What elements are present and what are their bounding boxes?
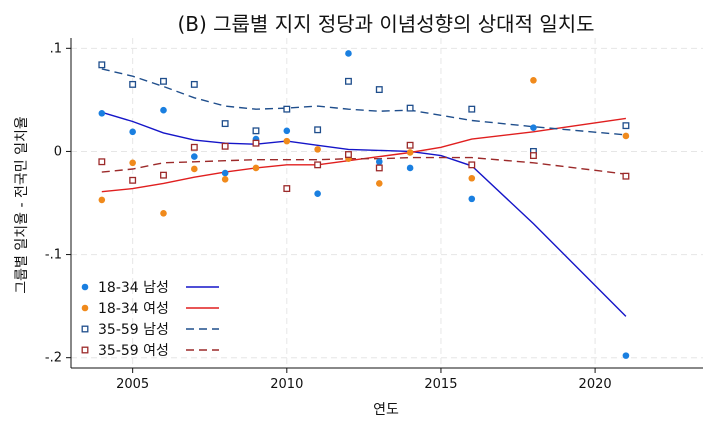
- data-point-series-1: [314, 146, 321, 153]
- data-point-series-0: [406, 164, 414, 172]
- x-tick-label: 2020: [579, 377, 612, 392]
- data-point-series-1: [160, 210, 167, 217]
- data-point-series-1: [468, 174, 476, 182]
- y-tick-label: -.1: [45, 248, 62, 263]
- data-point-series-3: [345, 151, 352, 158]
- data-point-series-1: [530, 76, 537, 84]
- x-tick-label: 2015: [424, 377, 457, 392]
- data-point-series-2: [468, 105, 476, 113]
- data-point-series-3: [406, 141, 414, 149]
- data-point-series-1: [221, 175, 229, 183]
- data-point-series-2: [252, 127, 260, 135]
- data-point-series-0: [622, 352, 630, 359]
- data-point-series-0: [314, 190, 321, 198]
- data-point-series-2: [221, 120, 229, 128]
- y-tick-label: 0: [54, 144, 62, 159]
- x-tick-label: 2005: [116, 377, 149, 392]
- x-axis-title: 연도: [373, 402, 399, 418]
- data-point-series-2: [283, 105, 291, 113]
- data-point-series-0: [129, 128, 136, 136]
- data-point-series-2: [98, 61, 106, 69]
- data-point-series-0: [375, 158, 383, 166]
- legend-marker-3: [81, 346, 89, 354]
- data-points: [98, 50, 630, 359]
- data-point-series-3: [314, 161, 322, 169]
- data-point-series-2: [190, 80, 198, 88]
- data-point-series-3: [375, 164, 383, 172]
- data-point-series-0: [221, 169, 229, 177]
- data-point-series-3: [283, 185, 291, 193]
- data-point-series-3: [160, 171, 167, 179]
- data-point-series-2: [375, 86, 383, 94]
- data-point-series-2: [314, 126, 322, 134]
- data-point-series-0: [191, 153, 198, 160]
- data-point-series-3: [468, 161, 476, 169]
- data-point-series-0: [160, 106, 167, 114]
- data-point-series-3: [221, 142, 229, 150]
- data-point-series-0: [468, 195, 476, 203]
- data-point-series-3: [98, 158, 106, 166]
- data-point-series-1: [252, 164, 260, 172]
- fit-line-2: [101, 68, 626, 136]
- data-point-series-1: [622, 132, 630, 140]
- data-point-series-3: [190, 143, 198, 151]
- data-point-series-0: [98, 109, 106, 117]
- legend-marker-1: [81, 304, 89, 312]
- y-tick-label: .1: [50, 41, 62, 56]
- data-point-series-0: [530, 124, 537, 132]
- data-point-series-2: [160, 77, 167, 85]
- chart-title: (B) 그룹별 지지 정당과 이념성향의 상대적 일치도: [177, 12, 594, 36]
- legend-label-1: 18-34 여성: [98, 301, 169, 317]
- y-tick-label: -.2: [45, 351, 62, 366]
- data-point-series-2: [345, 77, 352, 85]
- data-point-series-1: [191, 165, 198, 173]
- data-point-series-3: [622, 172, 630, 180]
- axes: [66, 38, 703, 373]
- data-point-series-1: [129, 159, 136, 167]
- data-point-series-2: [406, 104, 414, 112]
- data-point-series-3: [129, 176, 137, 184]
- data-point-series-1: [375, 180, 383, 187]
- fit-line-3: [101, 156, 626, 175]
- data-point-series-0: [345, 50, 352, 57]
- data-point-series-1: [406, 149, 414, 156]
- fit-line-0: [101, 111, 627, 317]
- legend: 18-34 남성 18-34 여성 35-59 남성 35-59 여성: [81, 280, 219, 359]
- tick-labels: 2005 2010 2015 2020 .1 0 -.1 -.2: [45, 41, 612, 392]
- data-point-series-2: [129, 80, 137, 88]
- y-axis-title: 그룹별 일치율 - 전국민 일치율: [14, 116, 30, 294]
- legend-marker-2: [81, 325, 89, 333]
- legend-label-0: 18-34 남성: [98, 280, 169, 296]
- data-point-series-0: [283, 127, 291, 135]
- data-point-series-3: [252, 139, 260, 147]
- data-point-series-1: [283, 137, 291, 145]
- gridlines: [71, 38, 703, 368]
- legend-label-3: 35-59 여성: [98, 343, 169, 359]
- legend-label-2: 35-59 남성: [98, 322, 169, 338]
- data-point-series-3: [529, 152, 537, 160]
- legend-marker-0: [81, 283, 89, 291]
- data-point-series-1: [98, 196, 106, 204]
- data-point-series-2: [622, 122, 630, 130]
- x-tick-label: 2010: [270, 377, 303, 392]
